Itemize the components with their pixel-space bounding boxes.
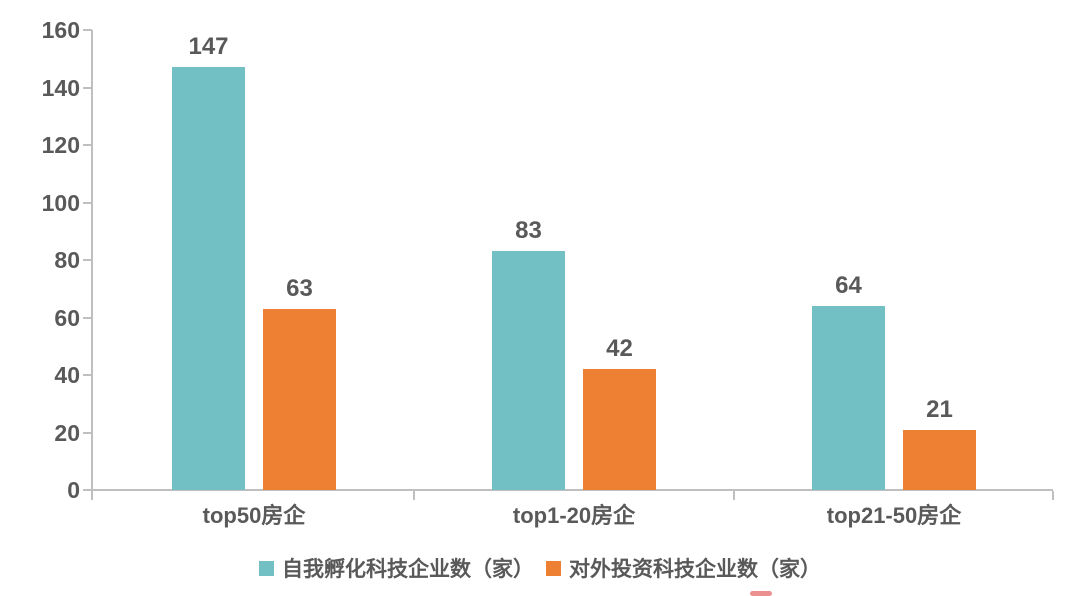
x-tick-mark <box>733 491 735 500</box>
legend-label: 自我孵化科技企业数（家） <box>282 558 534 581</box>
y-tick-mark <box>83 316 92 319</box>
y-tick-label: 160 <box>41 17 80 43</box>
y-tick-mark <box>83 86 92 89</box>
y-tick-mark <box>83 489 92 491</box>
bar-value-label: 42 <box>606 335 633 363</box>
legend-swatch-icon <box>546 560 561 576</box>
legend-swatch-icon <box>259 560 274 576</box>
y-tick-label: 0 <box>67 477 80 503</box>
bar-series0-cat1 <box>492 251 565 490</box>
y-tick-label: 40 <box>54 362 80 388</box>
bar-value-label: 21 <box>926 395 953 423</box>
y-tick-mark <box>83 29 92 31</box>
y-tick-mark <box>83 431 92 434</box>
legend-item: 自我孵化科技企业数（家） <box>259 553 534 583</box>
bar-value-label: 147 <box>188 33 229 61</box>
category-label: top1-20房企 <box>512 503 636 528</box>
y-axis-line <box>91 30 93 500</box>
legend-label: 对外投资科技企业数（家） <box>569 558 821 581</box>
y-tick-mark <box>83 259 92 261</box>
y-tick-label: 140 <box>41 74 80 101</box>
y-tick-label: 100 <box>41 189 80 216</box>
y-tick-label: 20 <box>54 419 80 446</box>
bottom-pink-artifact <box>750 591 772 596</box>
bar-value-label: 83 <box>515 217 542 245</box>
category-label: top50房企 <box>202 503 306 528</box>
bar-series1-cat1 <box>583 369 656 490</box>
bar-value-label: 63 <box>286 274 313 302</box>
bar-series1-cat0 <box>263 308 336 490</box>
x-tick-mark <box>413 491 415 500</box>
bar-series0-cat0 <box>172 67 245 490</box>
y-tick-label: 80 <box>54 247 80 273</box>
x-axis-line <box>91 489 1053 491</box>
bar-series1-cat2 <box>903 429 976 490</box>
legend: 自我孵化科技企业数（家） 对外投资科技企业数（家） <box>259 553 821 583</box>
legend-item: 对外投资科技企业数（家） <box>546 553 821 583</box>
y-tick-mark <box>83 201 92 204</box>
x-tick-mark <box>1052 491 1054 500</box>
y-tick-mark <box>83 144 92 146</box>
y-tick-label: 60 <box>54 304 80 331</box>
bar-value-label: 64 <box>835 272 862 299</box>
category-label: top21-50房企 <box>826 503 962 528</box>
y-tick-label: 120 <box>41 132 80 158</box>
y-tick-mark <box>83 374 92 376</box>
bar-series0-cat2 <box>812 306 885 490</box>
